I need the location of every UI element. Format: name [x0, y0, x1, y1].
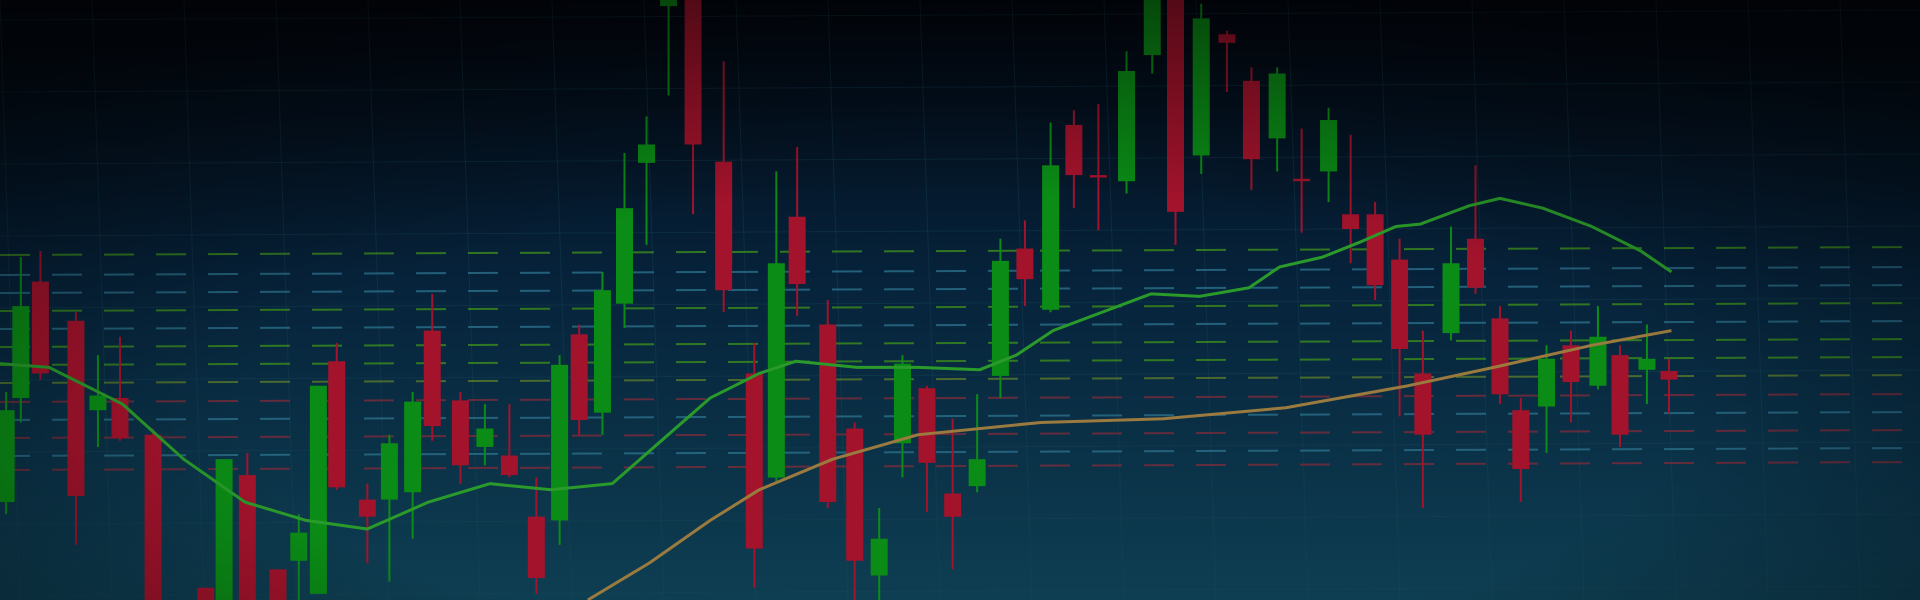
page: {"chart_data": {"type": "candlestick", "…: [0, 0, 1920, 600]
chart: [0, 0, 1920, 600]
vignette: [0, 0, 1920, 600]
